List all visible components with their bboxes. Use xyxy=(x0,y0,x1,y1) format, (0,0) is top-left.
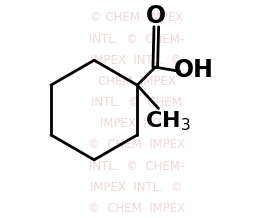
Text: O: O xyxy=(146,4,166,28)
Text: OH: OH xyxy=(174,58,214,82)
Text: IMPEX  INTL.  ©: IMPEX INTL. © xyxy=(90,181,183,194)
Text: CH$_3$: CH$_3$ xyxy=(145,110,191,133)
Text: INTL.  ©  CHEM-: INTL. © CHEM- xyxy=(89,32,184,46)
Text: INTL.  ©  CHEM-: INTL. © CHEM- xyxy=(89,160,184,173)
Text: IMPEX  INTL.: IMPEX INTL. xyxy=(100,117,173,130)
Text: INTL.  ©  CHEM: INTL. © CHEM xyxy=(91,96,182,109)
Text: ©  CHEM  IMPEX: © CHEM IMPEX xyxy=(88,138,185,152)
Text: ©  CHEM  IMPEX: © CHEM IMPEX xyxy=(88,202,185,215)
Text: IMPEX  INTL.  ©: IMPEX INTL. © xyxy=(90,54,183,67)
Text: © CHEM  IMPEX: © CHEM IMPEX xyxy=(90,11,183,24)
Text: CHEM  IMPEX: CHEM IMPEX xyxy=(97,75,176,88)
